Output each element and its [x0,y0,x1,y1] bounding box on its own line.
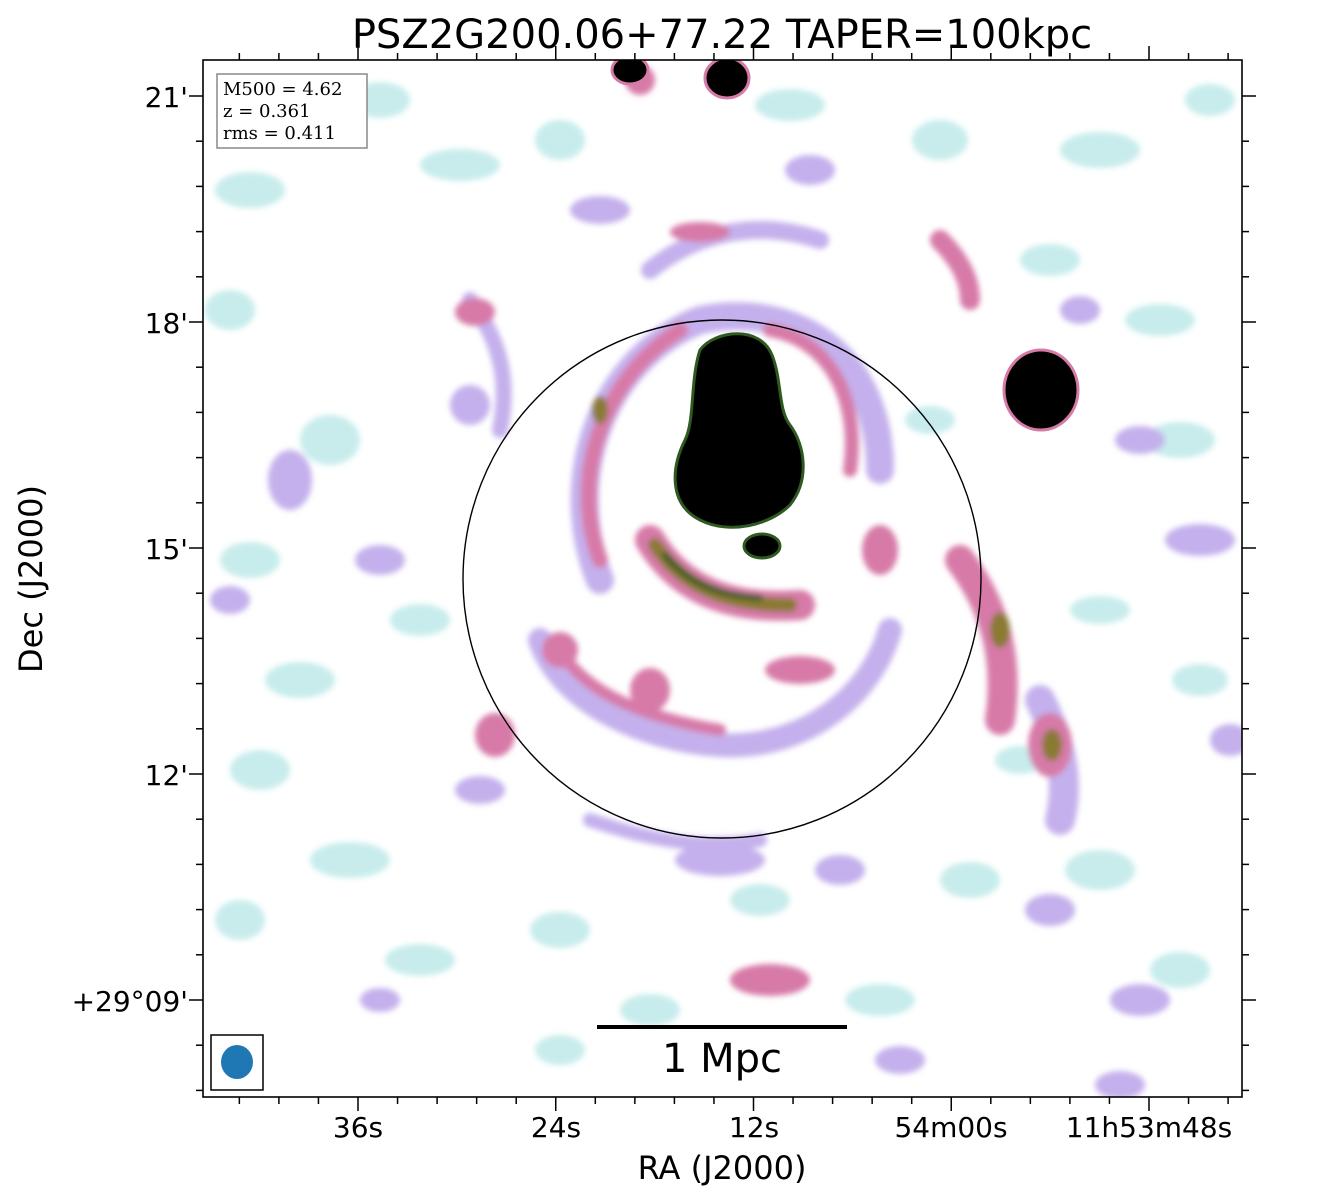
info-m500: M500 = 4.62 [223,79,342,100]
info-redshift: z = 0.361 [223,101,311,122]
scale-bar-label: 1 Mpc [662,1036,782,1082]
y-axis-label: Dec (J2000) [12,485,50,673]
y-tick-label: 12' [145,759,188,792]
info-rms: rms = 0.411 [223,123,336,144]
plot-frame [202,59,1243,1098]
axis-ticks [189,46,1256,1111]
bright-sources [610,60,1080,560]
x-tick-label: 24s [531,1111,581,1144]
plot-title: PSZ2G200.06+77.22 TAPER=100kpc [352,12,1092,58]
x-tick-label: 36s [333,1111,383,1144]
x-tick-label: 54m00s [894,1111,1007,1144]
beam-ellipse [221,1045,253,1079]
x-tick-label: 12s [729,1111,779,1144]
beam-marker [210,1034,264,1091]
y-tick-label: 21' [145,81,188,114]
y-tick-labels: 21' 18' 15' 12' +29°09' [72,81,188,1018]
info-box: M500 = 4.62 z = 0.361 rms = 0.411 [216,73,368,149]
y-tick-label: +29°09' [72,985,188,1018]
y-tick-label: 18' [145,307,188,340]
y-tick-label: 15' [145,533,188,566]
r500-circle [462,319,982,839]
emission-map [205,60,1242,1097]
x-tick-labels: 36s 24s 12s 54m00s 11h53m48s [333,1111,1232,1144]
x-tick-label: 11h53m48s [1066,1111,1233,1144]
scale-bar: 1 Mpc [597,1025,847,1082]
x-axis-label: RA (J2000) [638,1149,807,1187]
plot-area [203,60,1242,1097]
